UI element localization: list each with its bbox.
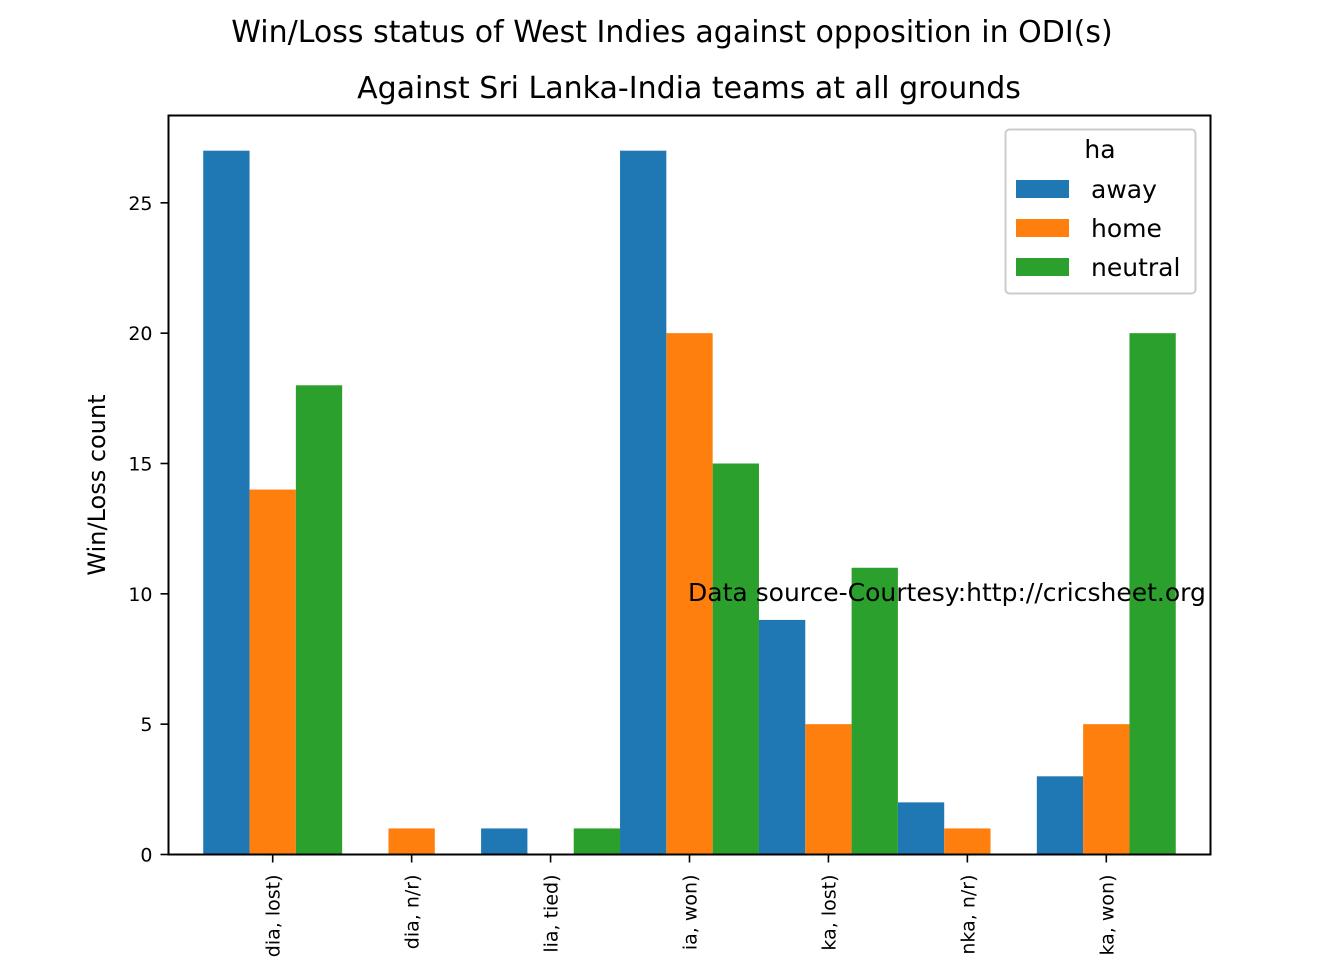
legend-swatch-neutral <box>1016 258 1069 276</box>
y-axis-label: Win/Loss count <box>83 394 111 575</box>
legend-box <box>1004 128 1197 295</box>
x-tick-label: dia, n/r) <box>402 875 424 950</box>
y-tick-label: 5 <box>140 714 152 736</box>
bar-neutral-4 <box>851 567 898 855</box>
y-tick-label: 0 <box>140 845 152 867</box>
bar-home-0 <box>249 489 296 855</box>
legend: ha away home neutral <box>1004 128 1197 295</box>
bar-away-3 <box>620 150 667 855</box>
legend-title: ha <box>1084 135 1115 164</box>
x-axis-ticks: dia, lost) dia, n/r) lia, tied) ia, won) ka,… <box>263 854 1118 958</box>
bar-home-4 <box>805 724 852 855</box>
y-tick-label: 20 <box>128 323 152 345</box>
bar-home-3 <box>666 333 713 855</box>
y-tick-label: 10 <box>128 584 152 606</box>
bars-group <box>203 150 1176 855</box>
x-tick-label: dia, lost) <box>263 875 285 958</box>
legend-swatch-home <box>1016 219 1069 237</box>
legend-swatch-away <box>1016 180 1069 198</box>
bar-home-5 <box>944 828 991 855</box>
bar-away-5 <box>897 802 945 855</box>
legend-label-away: away <box>1091 175 1157 204</box>
y-tick-label: 15 <box>128 453 152 475</box>
bar-neutral-0 <box>295 385 343 855</box>
legend-label-home: home <box>1091 214 1162 243</box>
x-tick-label: lia, tied) <box>541 875 563 953</box>
bar-neutral-3 <box>712 463 759 855</box>
y-tick-label: 25 <box>128 193 152 215</box>
chart-suptitle: Win/Loss status of West Indies against o… <box>231 15 1112 50</box>
bar-away-4 <box>758 619 806 855</box>
legend-label-neutral: neutral <box>1091 253 1180 282</box>
x-tick-label: nka, n/r) <box>957 875 979 955</box>
x-tick-label: ka, lost) <box>818 875 840 951</box>
y-axis-ticks: 0 5 10 15 20 25 <box>128 193 169 867</box>
bar-home-6 <box>1083 724 1130 855</box>
data-source-annotation: Data source-Courtesy:http://cricsheet.or… <box>688 578 1206 607</box>
bar-away-6 <box>1036 776 1084 855</box>
bar-neutral-2 <box>573 828 621 855</box>
chart-title: Against Sri Lanka-India teams at all gro… <box>357 71 1021 106</box>
x-tick-label: ka, won) <box>1096 875 1118 956</box>
bar-away-0 <box>203 150 250 855</box>
x-tick-label: ia, won) <box>680 875 702 951</box>
bar-away-2 <box>481 828 528 855</box>
bar-home-1 <box>388 828 435 855</box>
plot-frame <box>167 114 1212 856</box>
bar-neutral-6 <box>1129 333 1176 855</box>
